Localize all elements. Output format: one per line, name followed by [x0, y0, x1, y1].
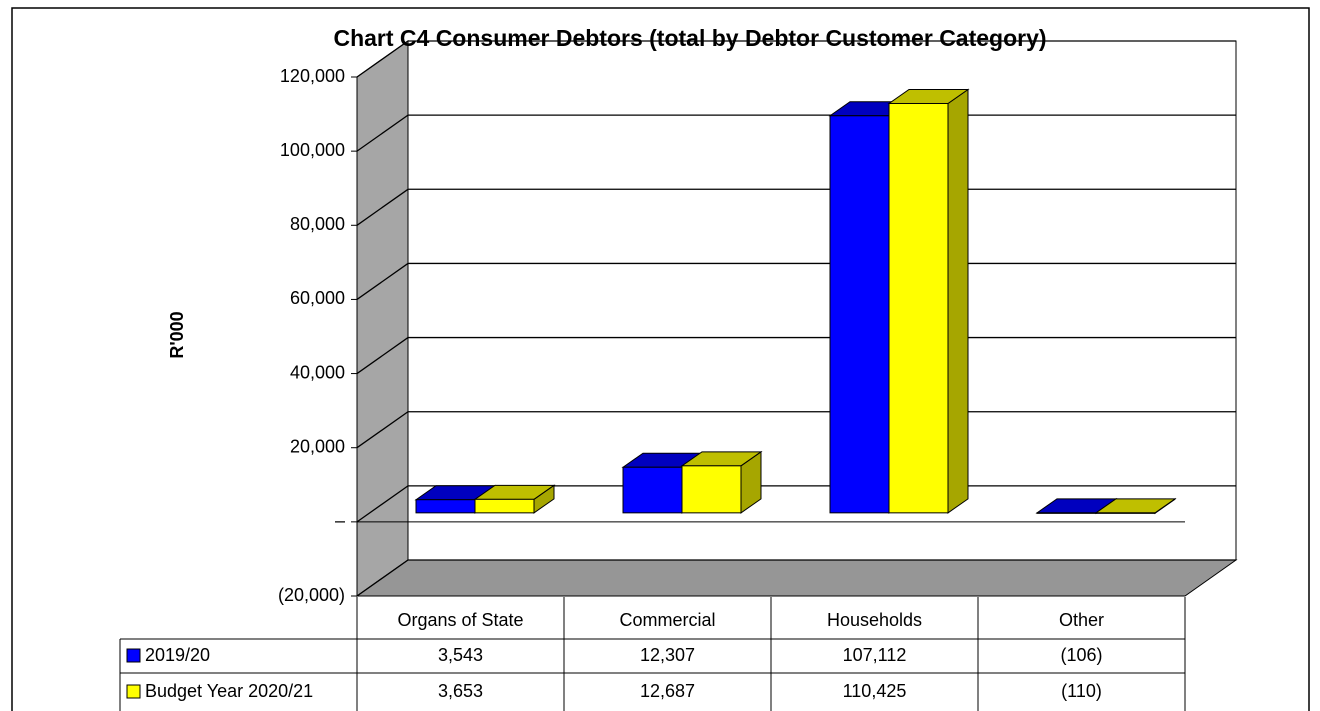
- table-value: 12,687: [640, 681, 695, 701]
- y-tick-label: 100,000: [280, 140, 345, 160]
- table-value: 107,112: [843, 645, 907, 665]
- y-axis-label: R'000: [167, 311, 187, 358]
- bar: [829, 115, 890, 514]
- chart-title: Chart C4 Consumer Debtors (total by Debt…: [333, 25, 1046, 51]
- bar: [415, 499, 476, 514]
- legend-key: [126, 648, 141, 663]
- y-tick-label: 20,000: [290, 436, 345, 456]
- y-tick-label: 120,000: [280, 66, 345, 86]
- bar: [622, 466, 683, 514]
- x-tick-label: Other: [1059, 610, 1104, 630]
- table-value: (106): [1060, 645, 1102, 665]
- y-tick-label: 40,000: [290, 362, 345, 382]
- bar: [1095, 512, 1156, 514]
- legend-key: [126, 684, 141, 699]
- bar: [681, 465, 742, 514]
- bar: [1036, 512, 1097, 514]
- y-tick-label: 80,000: [290, 214, 345, 234]
- floor: [355, 559, 1238, 597]
- bar: [888, 102, 949, 514]
- legend-label: Budget Year 2020/21: [145, 681, 313, 701]
- table-value: 12,307: [640, 645, 695, 665]
- y-tick-label: –: [335, 511, 345, 531]
- grid-line: [356, 40, 1236, 78]
- bar: [474, 498, 535, 514]
- x-tick-label: Commercial: [619, 610, 715, 630]
- grid-line: [356, 559, 1236, 597]
- y-tick-label: (20,000): [278, 585, 345, 605]
- x-tick-label: Organs of State: [397, 610, 523, 630]
- table-value: 3,543: [438, 645, 483, 665]
- table-value: 110,425: [843, 681, 907, 701]
- back-wall: [407, 40, 1237, 561]
- table-value: (110): [1061, 681, 1102, 701]
- side-wall: [356, 40, 409, 597]
- y-tick-label: 60,000: [290, 288, 345, 308]
- x-tick-label: Households: [827, 610, 922, 630]
- table-value: 3,653: [438, 681, 483, 701]
- bar-side: [947, 88, 969, 514]
- legend-label: 2019/20: [145, 645, 210, 665]
